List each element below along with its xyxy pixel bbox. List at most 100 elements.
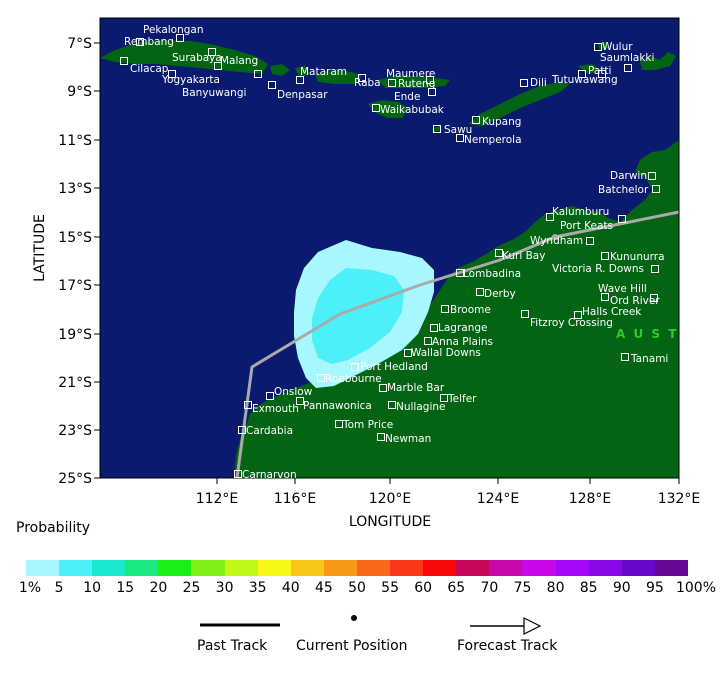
sawu-island bbox=[432, 126, 442, 132]
lat-tick-label: 17°S bbox=[58, 278, 92, 294]
probability-title: Probability bbox=[16, 520, 91, 536]
scale-label: 65 bbox=[447, 580, 466, 596]
scale-label: 85 bbox=[579, 580, 598, 596]
lat-tick-label: 15°S bbox=[58, 230, 92, 246]
place-marker bbox=[441, 305, 449, 313]
australia-mainland bbox=[234, 140, 679, 478]
place-label: Batchelor bbox=[598, 184, 649, 196]
place-marker bbox=[388, 401, 396, 409]
lon-tick-label: 120°E bbox=[369, 491, 412, 507]
place-label: Tanami bbox=[630, 353, 668, 365]
scale-swatch bbox=[191, 560, 225, 576]
scale-swatch bbox=[555, 560, 589, 576]
place-marker bbox=[136, 38, 144, 46]
lat-tick-label: 9°S bbox=[67, 84, 92, 100]
place-label: Nullagine bbox=[396, 401, 445, 413]
scale-label: 30 bbox=[215, 580, 234, 596]
place-label: Patti bbox=[588, 65, 611, 77]
place-label: Victoria R. Downs bbox=[552, 263, 644, 275]
place-marker bbox=[594, 43, 602, 51]
place-marker bbox=[546, 213, 554, 221]
place-marker bbox=[650, 294, 658, 302]
place-label: Saumlakki bbox=[600, 52, 654, 64]
place-marker bbox=[317, 374, 325, 382]
lat-tick-label: 7°S bbox=[67, 36, 92, 52]
lat-tick-label: 13°S bbox=[58, 181, 92, 197]
place-marker bbox=[495, 249, 503, 257]
place-marker bbox=[358, 74, 366, 82]
place-label: Darwin bbox=[610, 170, 647, 182]
scale-label: 90 bbox=[612, 580, 631, 596]
wetar-island bbox=[578, 64, 600, 74]
place-label: Anna Plains bbox=[432, 336, 493, 348]
past-track-label: Past Track bbox=[197, 638, 268, 654]
place-marker bbox=[520, 79, 528, 87]
place-marker bbox=[426, 76, 434, 84]
scale-swatch bbox=[423, 560, 457, 576]
place-label: Broome bbox=[450, 304, 491, 316]
place-marker bbox=[433, 125, 441, 133]
place-label: Exmouth bbox=[252, 403, 299, 415]
place-label: Raba bbox=[354, 77, 381, 89]
probability-color-scale bbox=[26, 560, 688, 576]
place-label: Ord River bbox=[610, 295, 660, 307]
place-label: Malang bbox=[220, 55, 258, 67]
place-marker bbox=[424, 337, 432, 345]
lat-tick-label: 11°S bbox=[58, 133, 92, 149]
place-marker bbox=[244, 401, 252, 409]
place-marker bbox=[430, 324, 438, 332]
region-label: A U S T bbox=[616, 327, 678, 341]
scale-label: 10 bbox=[83, 580, 102, 596]
scale-label: 15 bbox=[116, 580, 135, 596]
place-label: Surabaya bbox=[172, 52, 222, 64]
scale-label: 75 bbox=[513, 580, 532, 596]
scale-label: 35 bbox=[248, 580, 267, 596]
place-label: Dili bbox=[530, 77, 547, 89]
scale-label: 45 bbox=[314, 580, 333, 596]
scale-swatch bbox=[588, 560, 622, 576]
lon-tick-label: 112°E bbox=[196, 491, 239, 507]
scale-label: 70 bbox=[480, 580, 499, 596]
java-island bbox=[100, 40, 268, 74]
lat-tick-label: 19°S bbox=[58, 327, 92, 343]
place-marker bbox=[652, 185, 660, 193]
place-label: Roebourne bbox=[325, 373, 382, 385]
place-label: Waikabubak bbox=[380, 104, 445, 116]
place-marker bbox=[574, 311, 582, 319]
lon-tick-label: 116°E bbox=[274, 491, 317, 507]
scale-swatch bbox=[654, 560, 688, 576]
scale-label: 25 bbox=[182, 580, 201, 596]
land-masses bbox=[100, 40, 679, 478]
forecast-track-arrow-icon bbox=[470, 617, 542, 635]
place-marker bbox=[476, 288, 484, 296]
place-marker bbox=[351, 363, 359, 371]
scale-label: 20 bbox=[149, 580, 168, 596]
scale-label: 95 bbox=[645, 580, 664, 596]
forecast-track-label: Forecast Track bbox=[457, 638, 558, 654]
tanimbar-islands bbox=[640, 52, 676, 70]
scale-label: 60 bbox=[414, 580, 433, 596]
sumbawa-island bbox=[315, 70, 362, 84]
place-label: Lagrange bbox=[438, 322, 487, 334]
bali-island bbox=[270, 64, 290, 76]
place-label: Ende bbox=[394, 91, 420, 103]
lat-tick-label: 25°S bbox=[58, 471, 92, 487]
place-marker bbox=[586, 237, 594, 245]
scale-label: 100% bbox=[675, 580, 717, 596]
scale-swatch bbox=[456, 560, 490, 576]
place-label: Yogyakarta bbox=[161, 74, 220, 86]
place-marker bbox=[404, 349, 412, 357]
place-label: Banyuwangi bbox=[182, 87, 246, 99]
scale-swatch bbox=[257, 560, 291, 576]
place-marker bbox=[268, 81, 276, 89]
place-label: Wave Hill bbox=[598, 283, 647, 295]
scale-label: 80 bbox=[546, 580, 565, 596]
current-position-marker bbox=[552, 234, 558, 240]
scale-label: 55 bbox=[381, 580, 400, 596]
scale-swatch bbox=[621, 560, 655, 576]
place-marker bbox=[651, 265, 659, 273]
place-label: Onslow bbox=[274, 386, 313, 398]
place-label: Wallal Downs bbox=[411, 347, 481, 359]
